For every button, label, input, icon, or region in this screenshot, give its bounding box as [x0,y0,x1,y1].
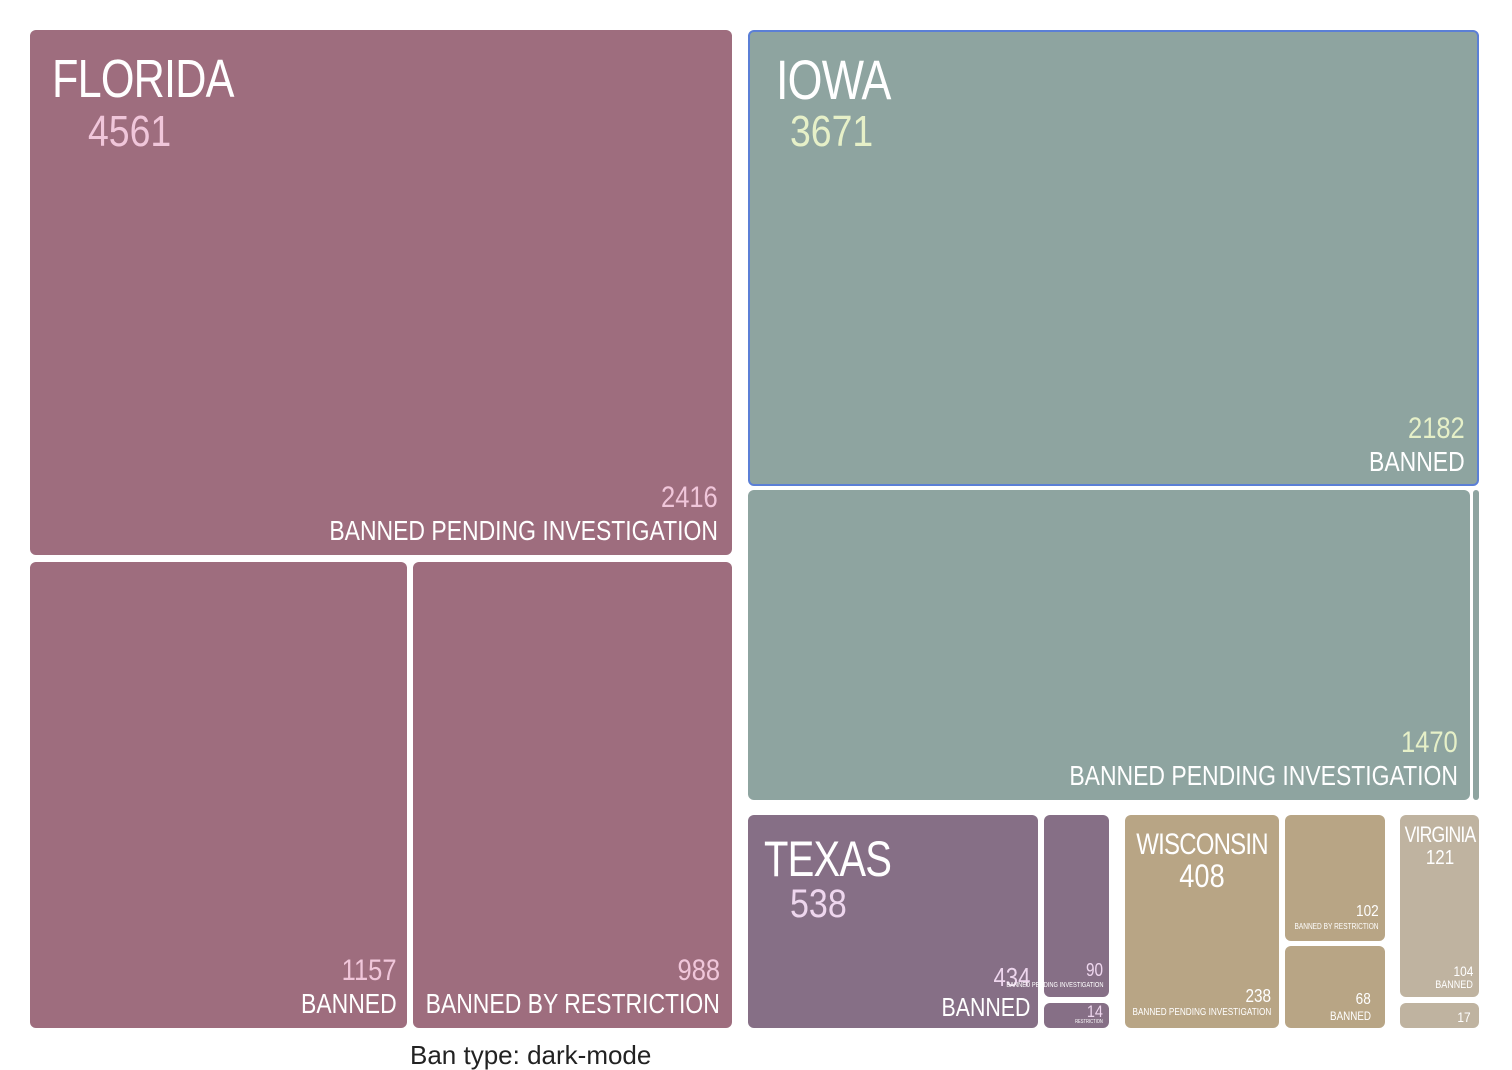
group-name-label: VIRGINIA [1404,822,1477,847]
group-name-label: WISCONSIN [1136,828,1268,861]
treemap-tile-florida-2[interactable] [413,562,732,1028]
tile-category-label: BANNED PENDING INVESTIGATION [329,515,718,546]
group-total-label: 121 [1425,847,1455,869]
group-total-label: 3671 [790,107,874,156]
treemap-tile-wisconsin-1[interactable] [1285,815,1385,941]
treemap-tile-wisconsin-2[interactable] [1285,946,1385,1028]
tile-category-label: BANNED [941,992,1030,1022]
tile-category-label: BANNED [1369,446,1465,477]
tile-value-label: 1157 [342,954,397,987]
treemap-tile-texas-0[interactable] [748,815,1038,1028]
tile-category-label: BANNED BY RESTRICTION [425,988,720,1019]
tile-value-label: 1470 [1401,726,1458,759]
tile-value-label: 104 [1453,963,1473,979]
tile-category-label: BANNED PENDING INVESTIGATION [1005,982,1103,989]
treemap-tile-iowa-1[interactable] [748,490,1470,800]
tile-value-label: 90 [1085,960,1103,980]
tile-category-label: BANNED [1435,979,1473,991]
treemap-tile-wisconsin-0[interactable] [1125,815,1279,1028]
tile-category-label: RESTRICTION [1075,1019,1103,1025]
tile-value-label: 988 [677,954,720,987]
treemap-tile-iowa-2[interactable] [1473,490,1479,800]
tile-value-label: 2182 [1408,412,1465,445]
tile-value-label: 68 [1355,991,1371,1008]
tile-category-label: BANNED PENDING INVESTIGATION [1069,760,1458,791]
group-total-label: 408 [1179,858,1225,894]
treemap-tile-virginia-1[interactable] [1400,1003,1479,1028]
treemap-tile-texas-1[interactable] [1044,815,1109,997]
treemap-tile-florida-1[interactable] [30,562,407,1028]
group-name-label: IOWA [776,48,891,111]
tile-value-label: 238 [1245,986,1271,1006]
group-name-label: TEXAS [764,831,892,887]
group-total-label: 538 [790,882,847,926]
tile-category-label: BANNED PENDING INVESTIGATION [1132,1007,1271,1018]
tile-value-label: 17 [1457,1009,1471,1025]
tile-value-label: 2416 [661,481,718,514]
treemap-tile-florida-0[interactable] [30,30,732,555]
tile-value-label: 434 [993,962,1030,992]
treemap-tile-virginia-0[interactable] [1400,815,1479,997]
group-total-label: 4561 [88,107,172,156]
treemap-tile-texas-2[interactable] [1044,1003,1109,1028]
tile-category-label: BANNED [1329,1009,1371,1023]
tile-value-label: 14 [1086,1002,1103,1021]
tile-category-label: BANNED [301,988,397,1019]
treemap-tile-iowa-0[interactable] [748,30,1479,486]
tile-value-label: 102 [1356,903,1379,920]
clipped-caption: Ban type: dark-mode [410,1040,652,1070]
group-name-label: FLORIDA [52,49,234,109]
tile-category-label: BANNED BY RESTRICTION [1294,922,1379,931]
